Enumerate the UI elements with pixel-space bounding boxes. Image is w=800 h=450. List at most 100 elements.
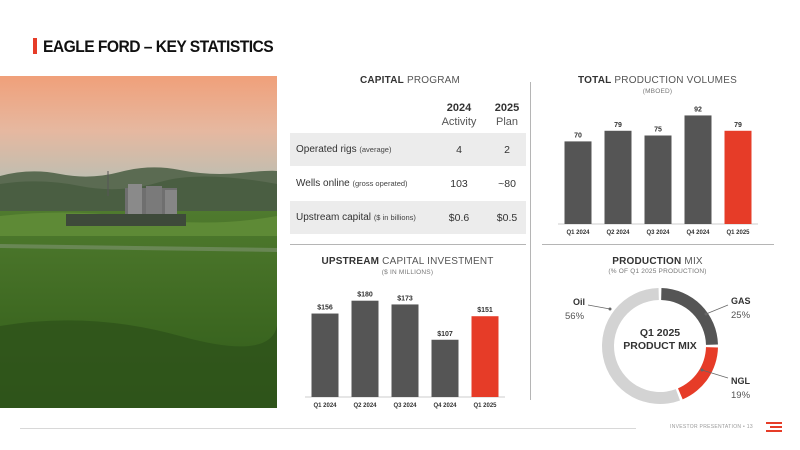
bar-q3-2024 xyxy=(391,304,419,397)
data-label: $156 xyxy=(317,305,333,312)
x-tick-label: Q4 2024 xyxy=(433,403,457,409)
value-2025: 2 xyxy=(504,144,510,156)
production-mix-donut xyxy=(600,286,720,411)
col-2025-year: 2025 xyxy=(494,102,520,114)
footer-divider xyxy=(20,428,636,429)
data-label: 92 xyxy=(694,106,702,113)
horizontal-divider-right xyxy=(542,244,774,245)
total-production-title-bold: TOTAL xyxy=(578,75,612,86)
capital-program-title-rest: PROGRAM xyxy=(403,75,461,86)
upstream-capital-title-rest: CAPITAL INVESTMENT xyxy=(379,256,494,267)
x-tick-label: Q4 2024 xyxy=(686,230,710,236)
x-tick-label: Q2 2024 xyxy=(353,403,377,409)
bar-q1-2024 xyxy=(311,313,339,397)
upstream-capital-chart: $156 Q1 2024 $180 Q2 2024 $173 Q3 2024 $107 Q4 … xyxy=(305,286,505,412)
row-label: Wells online (gross operated) xyxy=(296,178,408,189)
value-2025: ~80 xyxy=(498,178,516,190)
donut-center-line2: PRODUCT MIX xyxy=(623,340,697,352)
page-title: EAGLE FORD – KEY STATISTICS xyxy=(43,37,274,56)
row-label-main: Operated rigs xyxy=(296,144,357,155)
oil-leader-dot xyxy=(608,307,612,311)
total-production-title-rest: PRODUCTION VOLUMES xyxy=(611,75,737,86)
total-production-chart: 70 Q1 2024 79 Q2 2024 75 Q3 2024 92 Q4 2024 79 Q1… xyxy=(558,100,758,240)
row-label: Upstream capital ($ in billions) xyxy=(296,212,416,223)
bar-q4-2024 xyxy=(684,115,712,224)
title-accent-bar xyxy=(33,38,37,54)
ngl-leader-dot xyxy=(700,368,704,372)
mix-leader-lines xyxy=(587,304,729,379)
ngl-leader-line xyxy=(701,369,729,379)
data-label: $173 xyxy=(397,295,413,302)
data-label: 79 xyxy=(734,122,742,129)
table-row-operated-rigs: Operated rigs (average) 4 2 xyxy=(290,132,526,166)
table-header: 2024 Activity 2025 Plan xyxy=(290,100,526,132)
total-production-title: TOTAL PRODUCTION VOLUMES xyxy=(545,75,770,86)
production-mix-title-bold: PRODUCTION xyxy=(612,256,682,267)
upstream-capital-title-bold: UPSTREAM xyxy=(321,256,380,267)
value-2024: 4 xyxy=(456,144,462,156)
bar-q2-2024 xyxy=(604,130,632,224)
data-label: 75 xyxy=(654,127,662,134)
table-row-upstream-capital: Upstream capital ($ in billions) $0.6 $0… xyxy=(290,200,526,234)
production-mix-title-rest: MIX xyxy=(681,256,703,267)
horizontal-divider-left xyxy=(290,244,526,245)
col-2025-sub: Plan xyxy=(495,116,519,128)
oil-leader-line xyxy=(587,304,611,310)
bar-q4-2024 xyxy=(431,339,459,397)
capital-program-table: 2024 Activity 2025 Plan Operated rigs (a… xyxy=(290,100,526,234)
oil-label: Oil xyxy=(573,297,586,307)
row-label: Operated rigs (average) xyxy=(296,144,391,155)
value-2025: $0.5 xyxy=(496,212,518,224)
row-label-qualifier: (average) xyxy=(359,145,392,154)
col-2024-sub: Activity xyxy=(441,116,477,128)
capital-program-title: CAPITAL PROGRAM xyxy=(300,75,520,86)
row-label-qualifier: ($ in billions) xyxy=(373,213,416,222)
bar-q1-2025 xyxy=(471,316,499,397)
slice-gas xyxy=(661,288,718,345)
bar-q1-2025 xyxy=(724,130,752,224)
footer-text: INVESTOR PRESENTATION • 13 xyxy=(670,424,753,430)
bar-q1-2024 xyxy=(564,141,592,224)
row-label-qualifier: (gross operated) xyxy=(352,179,408,188)
total-production-subtitle: (MBOED) xyxy=(642,88,673,95)
row-label-main: Upstream capital xyxy=(296,212,372,223)
gas-leader-dot xyxy=(704,312,708,316)
donut-center-label: Q1 2025 PRODUCT MIX xyxy=(610,327,710,353)
x-tick-label: Q1 2025 xyxy=(473,403,497,409)
col-2024-year: 2024 xyxy=(446,102,472,114)
ngl-percent: 19% xyxy=(731,390,751,401)
row-label-main: Wells online xyxy=(296,178,350,189)
gas-leader-line xyxy=(705,304,729,315)
gas-percent: 25% xyxy=(731,310,751,321)
data-label: $107 xyxy=(437,331,453,338)
x-tick-label: Q3 2024 xyxy=(393,403,417,409)
slice-oil xyxy=(602,288,680,404)
company-logo xyxy=(766,422,782,432)
capital-program-title-bold: CAPITAL xyxy=(359,75,404,86)
x-tick-label: Q2 2024 xyxy=(606,230,630,236)
donut-center-line1: Q1 2025 xyxy=(639,327,681,339)
data-label: 70 xyxy=(574,132,582,139)
table-row-wells-online: Wells online (gross operated) 103 ~80 xyxy=(290,166,526,200)
data-label: 79 xyxy=(614,122,622,129)
data-label: $180 xyxy=(357,292,373,299)
production-mix-subtitle: (% OF Q1 2025 PRODUCTION) xyxy=(608,268,707,275)
slice-ngl xyxy=(677,347,718,400)
gas-label: GAS xyxy=(731,296,751,306)
vertical-divider xyxy=(530,82,531,400)
x-tick-label: Q1 2024 xyxy=(566,230,590,236)
bar-q2-2024 xyxy=(351,300,379,397)
x-tick-label: Q1 2024 xyxy=(313,403,337,409)
upstream-capital-title: UPSTREAM CAPITAL INVESTMENT xyxy=(295,256,520,267)
ngl-label: NGL xyxy=(731,376,750,386)
value-2024: 103 xyxy=(450,178,468,190)
x-tick-label: Q3 2024 xyxy=(646,230,670,236)
donut-hole xyxy=(618,304,702,388)
bar-q3-2024 xyxy=(644,135,672,224)
x-tick-label: Q1 2025 xyxy=(726,230,750,236)
value-2024: $0.6 xyxy=(448,212,470,224)
eagle-ford-field-photo xyxy=(0,76,277,408)
upstream-capital-subtitle: ($ IN MILLIONS) xyxy=(381,269,434,276)
data-label: $151 xyxy=(477,307,493,314)
oil-percent: 56% xyxy=(565,311,585,322)
